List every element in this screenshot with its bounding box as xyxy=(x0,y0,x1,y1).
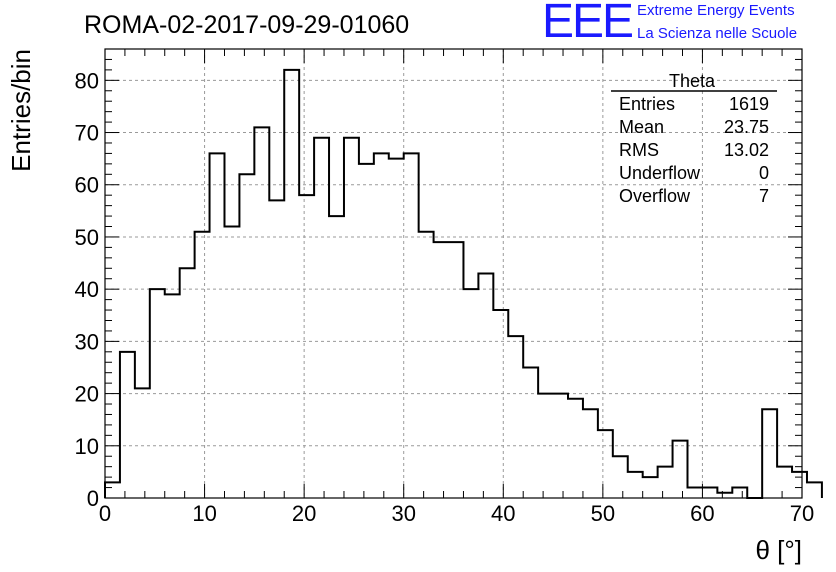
y-tick-labels: 0 10 20 30 40 50 60 70 80 xyxy=(75,68,99,511)
stats-label: Entries xyxy=(619,94,675,114)
stats-label: Overflow xyxy=(619,186,691,206)
histogram-series xyxy=(104,68,823,499)
y-axis-label: Entries/bin xyxy=(6,49,36,172)
chart-title: ROMA-02-2017-09-29-01060 xyxy=(84,11,409,39)
stats-value: 1619 xyxy=(729,94,769,114)
x-tick-label: 0 xyxy=(99,501,111,526)
eee-logo: EEE Extreme Energy Events La Scienza nel… xyxy=(540,0,836,48)
eee-logo-line2: La Scienza nelle Scuole xyxy=(637,25,798,42)
x-tick-label: 40 xyxy=(491,501,515,526)
stats-rows: Entries 1619 Mean 23.75 RMS 13.02 Underflow 0 Ov… xyxy=(619,94,769,206)
y-tick-label: 50 xyxy=(75,225,99,250)
stats-title: Theta xyxy=(669,71,716,91)
axis-ticks xyxy=(104,48,803,499)
eee-logo-mark: EEE xyxy=(542,0,634,48)
x-tick-labels: 0 10 20 30 40 50 60 70 xyxy=(99,501,814,526)
y-tick-label: 40 xyxy=(75,277,99,302)
y-tick-label: 70 xyxy=(75,121,99,146)
eee-logo-line1: Extreme Energy Events xyxy=(637,2,795,19)
stats-label: Mean xyxy=(619,117,664,137)
x-tick-label: 60 xyxy=(690,501,714,526)
stats-value: 13.02 xyxy=(724,140,769,160)
x-tick-label: 10 xyxy=(192,501,216,526)
stats-box: Theta Entries 1619 Mean 23.75 RMS 13.02 Underf… xyxy=(611,71,777,206)
grid-lines xyxy=(105,49,802,498)
stats-label: Underflow xyxy=(619,163,701,183)
stats-value: 23.75 xyxy=(724,117,769,137)
y-tick-label: 20 xyxy=(75,382,99,407)
stats-label: RMS xyxy=(619,140,659,160)
x-axis-label: θ [°] xyxy=(755,535,802,565)
x-tick-label: 20 xyxy=(292,501,316,526)
y-tick-label: 10 xyxy=(75,434,99,459)
x-tick-label: 30 xyxy=(391,501,415,526)
y-tick-label: 60 xyxy=(75,173,99,198)
plot-frame xyxy=(104,48,803,499)
y-tick-label: 80 xyxy=(75,68,99,93)
x-tick-label: 50 xyxy=(591,501,615,526)
x-tick-label: 70 xyxy=(790,501,814,526)
y-tick-label: 0 xyxy=(87,486,99,511)
stats-value: 0 xyxy=(759,163,769,183)
stats-value: 7 xyxy=(759,186,769,206)
y-tick-label: 30 xyxy=(75,329,99,354)
